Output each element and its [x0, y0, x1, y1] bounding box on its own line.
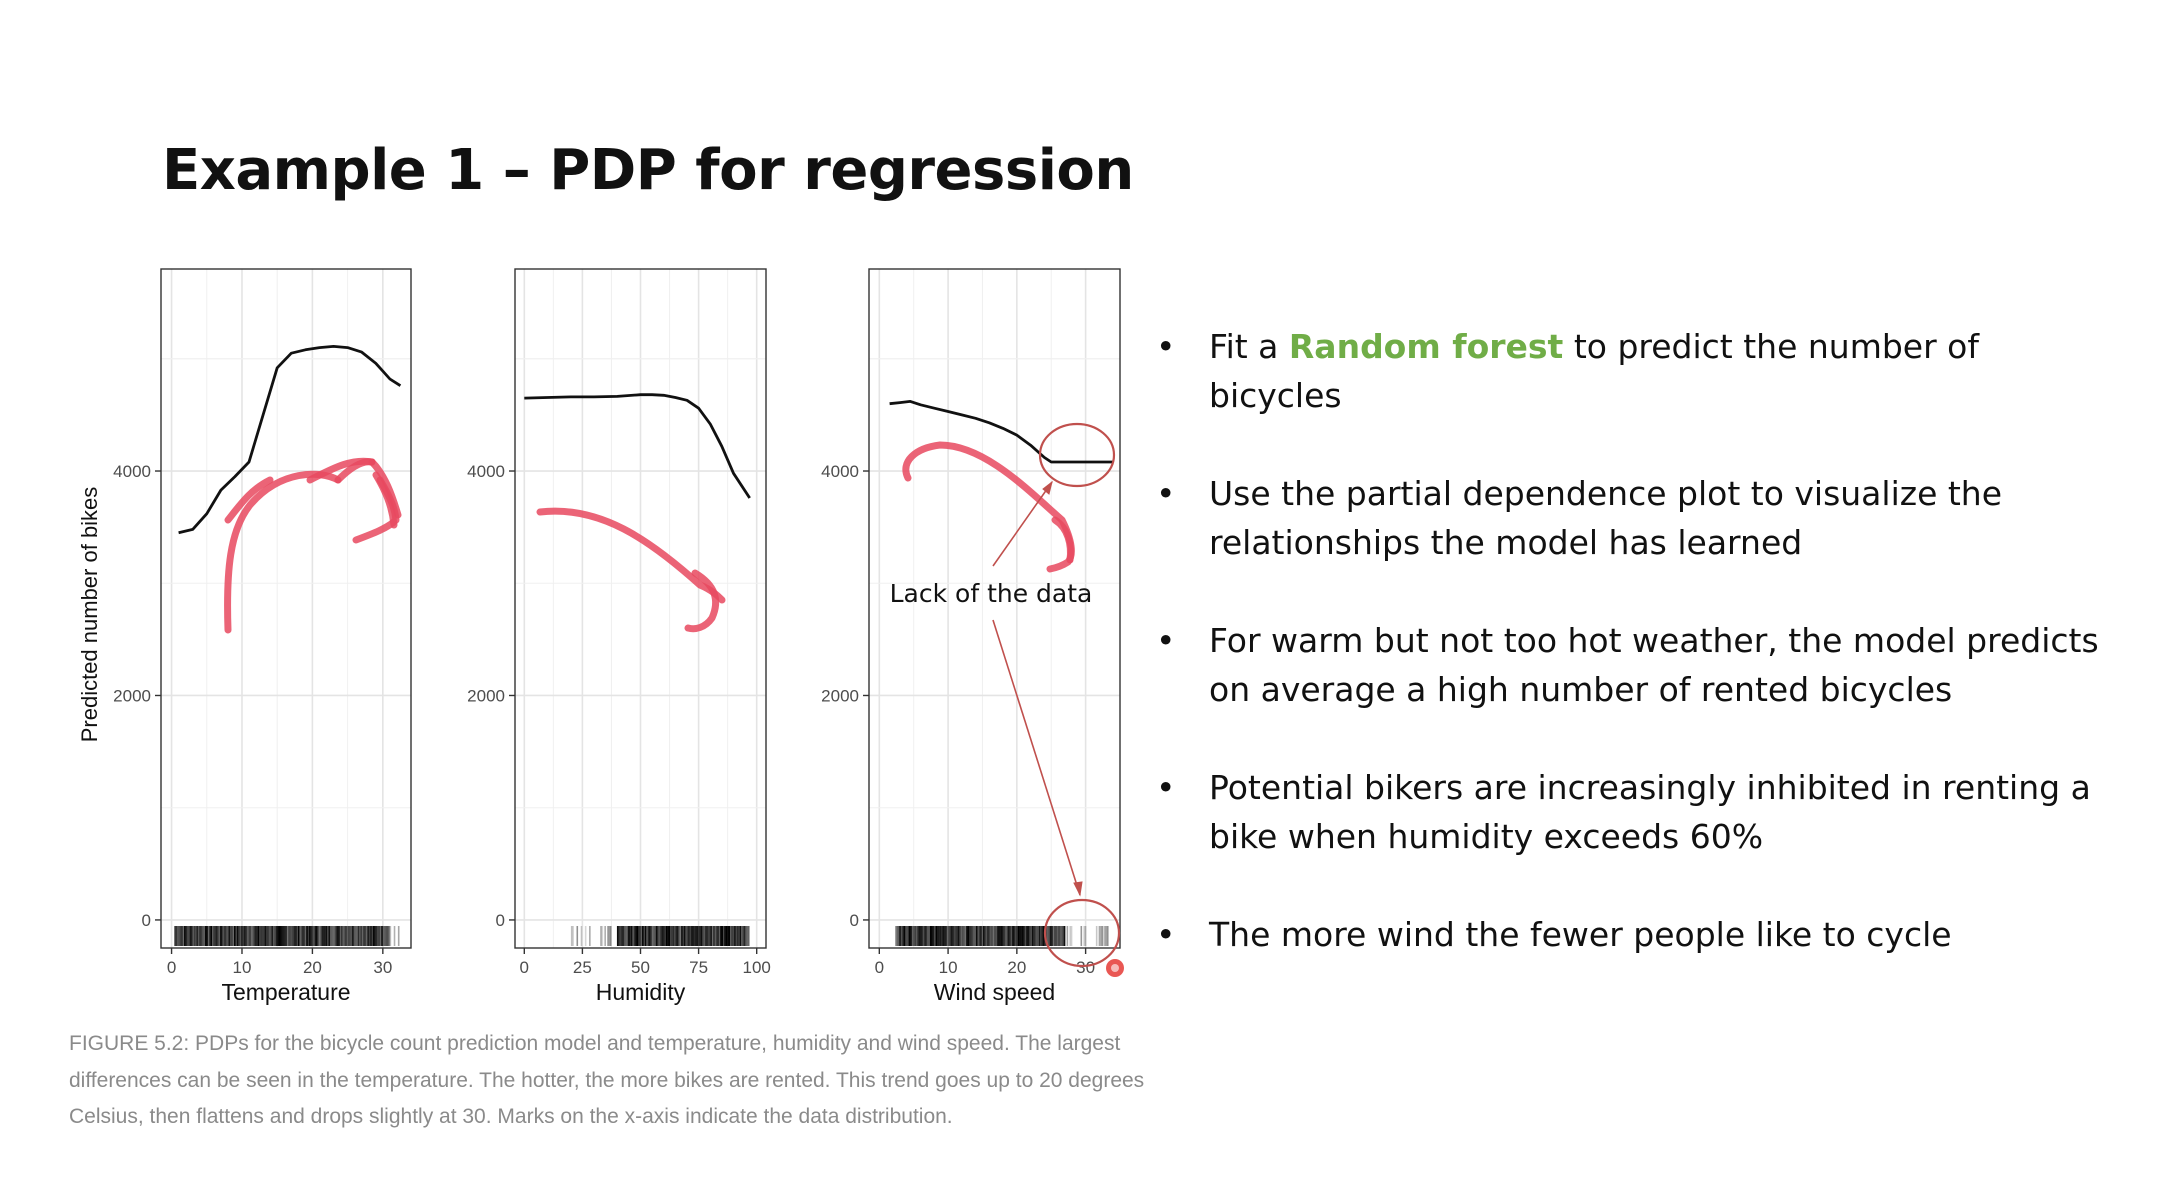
y-tick-label: 2000 — [467, 686, 505, 705]
bullet-text: Fit a — [1209, 327, 1289, 366]
panel-background — [869, 269, 1120, 948]
bullet-dot: • — [1156, 621, 1176, 660]
x-tick-label: 75 — [689, 958, 708, 977]
panel-border — [868, 268, 1121, 949]
bullet-highlight: Random forest — [1288, 327, 1564, 366]
x-tick-label: 50 — [631, 958, 650, 977]
bullet-dot: • — [1156, 915, 1176, 954]
bullet-dot: • — [1156, 327, 1176, 366]
x-axis-label: Wind speed — [934, 979, 1055, 1005]
panel-border — [160, 268, 412, 949]
ink-stroke — [224, 476, 274, 524]
bullet-text: The more wind the fewer people like to c… — [1209, 915, 1952, 954]
bullet-text: Potential bikers are increasingly inhibi… — [1209, 768, 2091, 856]
y-tick-label: 0 — [850, 911, 859, 930]
x-tick-label: 0 — [520, 958, 529, 977]
pdp-line — [889, 400, 1114, 464]
highlight-circle — [1043, 898, 1121, 968]
bullet-list: • Fit a Random forest to predict the num… — [1156, 322, 2116, 1008]
pointer-line — [992, 619, 1081, 896]
x-tick-label: 30 — [373, 958, 392, 977]
ink-annotations — [224, 441, 1075, 634]
x-tick-label: 25 — [573, 958, 592, 977]
panel-background — [161, 269, 411, 948]
arrow-head — [1073, 881, 1083, 897]
x-tick-label: 20 — [1007, 958, 1026, 977]
ink-stroke — [1051, 516, 1074, 564]
x-tick-label: 10 — [939, 958, 958, 977]
y-tick-label: 4000 — [467, 462, 505, 481]
x-tick-label: 0 — [875, 958, 884, 977]
figure-caption: FIGURE 5.2: PDPs for the bicycle count p… — [69, 1032, 1145, 1128]
x-axis-label: Temperature — [221, 979, 350, 1005]
highlight-circle — [1038, 422, 1116, 488]
y-tick-label: 2000 — [113, 686, 151, 705]
pointer-line — [992, 481, 1053, 567]
bullet-item: • Potential bikers are increasingly inhi… — [1156, 763, 2116, 861]
annotation-label: Lack of the data — [890, 579, 1093, 608]
bullet-text: Use the partial dependence plot to visua… — [1209, 474, 2003, 562]
pdp-panel-wind-speed: 0 2000 4000 0 10 20 30 Wind speed — [821, 268, 1121, 1005]
bullet-dot: • — [1156, 474, 1176, 513]
ink-stroke — [306, 457, 376, 484]
bullet-item: • Fit a Random forest to predict the num… — [1156, 322, 2116, 420]
pdp-panel-humidity: 0 2000 4000 0 25 50 75 100 Humidity — [467, 268, 771, 1005]
bullet-item: • Use the partial dependence plot to vis… — [1156, 469, 2116, 567]
y-tick-label: 2000 — [821, 686, 859, 705]
x-tick-label: 10 — [233, 958, 252, 977]
x-tick-label: 30 — [1076, 958, 1095, 977]
lack-of-data-annotation: Lack of the data — [890, 422, 1121, 968]
bullet-item: • The more wind the fewer people like to… — [1156, 910, 2116, 959]
x-axis-label: Humidity — [596, 979, 686, 1005]
y-tick-label: 0 — [496, 911, 505, 930]
slide-title: Example 1 – PDP for regression — [162, 138, 1134, 203]
y-tick-label: 4000 — [113, 462, 151, 481]
bullet-item: • For warm but not too hot weather, the … — [1156, 616, 2116, 714]
ink-stroke — [372, 471, 398, 529]
y-axis-label: Predicted number of bikes — [77, 487, 102, 743]
ink-stroke — [684, 569, 720, 633]
y-tick-label: 0 — [142, 911, 151, 930]
x-tick-label: 20 — [303, 958, 322, 977]
pdp-line — [524, 393, 751, 499]
pdp-line — [178, 345, 402, 535]
x-tick-label: 0 — [167, 958, 176, 977]
bullet-text: For warm but not too hot weather, the mo… — [1209, 621, 2099, 709]
ink-stroke — [902, 441, 1075, 573]
arrow-head — [1042, 480, 1053, 495]
cursor-dot-inner — [1111, 964, 1119, 972]
pdp-panel-temperature: 0 2000 4000 0 10 20 30 Temperature Predicted num… — [77, 268, 412, 1005]
y-tick-label: 4000 — [821, 462, 859, 481]
x-tick-label: 100 — [743, 958, 771, 977]
cursor-indicator — [1106, 959, 1124, 977]
bullet-text-end: to predict the number of bicycles — [1209, 327, 1979, 415]
bullet-dot: • — [1156, 768, 1176, 807]
